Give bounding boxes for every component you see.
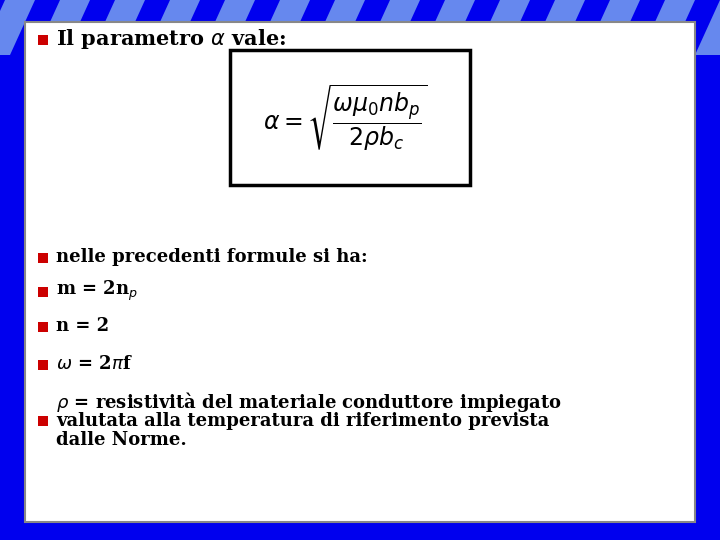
Text: $\omega$ = 2$\pi$f: $\omega$ = 2$\pi$f: [56, 355, 132, 373]
Text: n = 2: n = 2: [56, 317, 109, 335]
Polygon shape: [200, 0, 255, 55]
Polygon shape: [475, 0, 530, 55]
Text: Il parametro $\alpha$ vale:: Il parametro $\alpha$ vale:: [56, 27, 287, 51]
Polygon shape: [0, 0, 35, 55]
Bar: [38, 416, 48, 426]
Polygon shape: [420, 0, 475, 55]
Bar: [38, 35, 48, 45]
Polygon shape: [585, 0, 640, 55]
Polygon shape: [640, 0, 695, 55]
Text: valutata alla temperatura di riferimento prevista: valutata alla temperatura di riferimento…: [56, 412, 549, 430]
Bar: [38, 360, 48, 370]
Bar: [38, 287, 48, 297]
Bar: [230, 50, 470, 185]
Polygon shape: [255, 0, 310, 55]
Polygon shape: [90, 0, 145, 55]
Polygon shape: [365, 0, 420, 55]
Text: m = 2n$_p$: m = 2n$_p$: [56, 279, 138, 303]
Bar: [38, 253, 48, 263]
Bar: [38, 322, 48, 332]
Polygon shape: [35, 0, 90, 55]
Polygon shape: [145, 0, 200, 55]
Text: nelle precedenti formule si ha:: nelle precedenti formule si ha:: [56, 248, 368, 266]
Polygon shape: [695, 0, 720, 55]
Polygon shape: [530, 0, 585, 55]
Text: $\alpha = \sqrt{\dfrac{\omega\mu_0 nb_p}{2\rho b_c}}$: $\alpha = \sqrt{\dfrac{\omega\mu_0 nb_p}…: [263, 82, 428, 153]
Polygon shape: [310, 0, 365, 55]
Text: $\rho$ = resistività del materiale conduttore impiegato: $\rho$ = resistività del materiale condu…: [56, 390, 562, 414]
Text: dalle Norme.: dalle Norme.: [56, 431, 186, 449]
